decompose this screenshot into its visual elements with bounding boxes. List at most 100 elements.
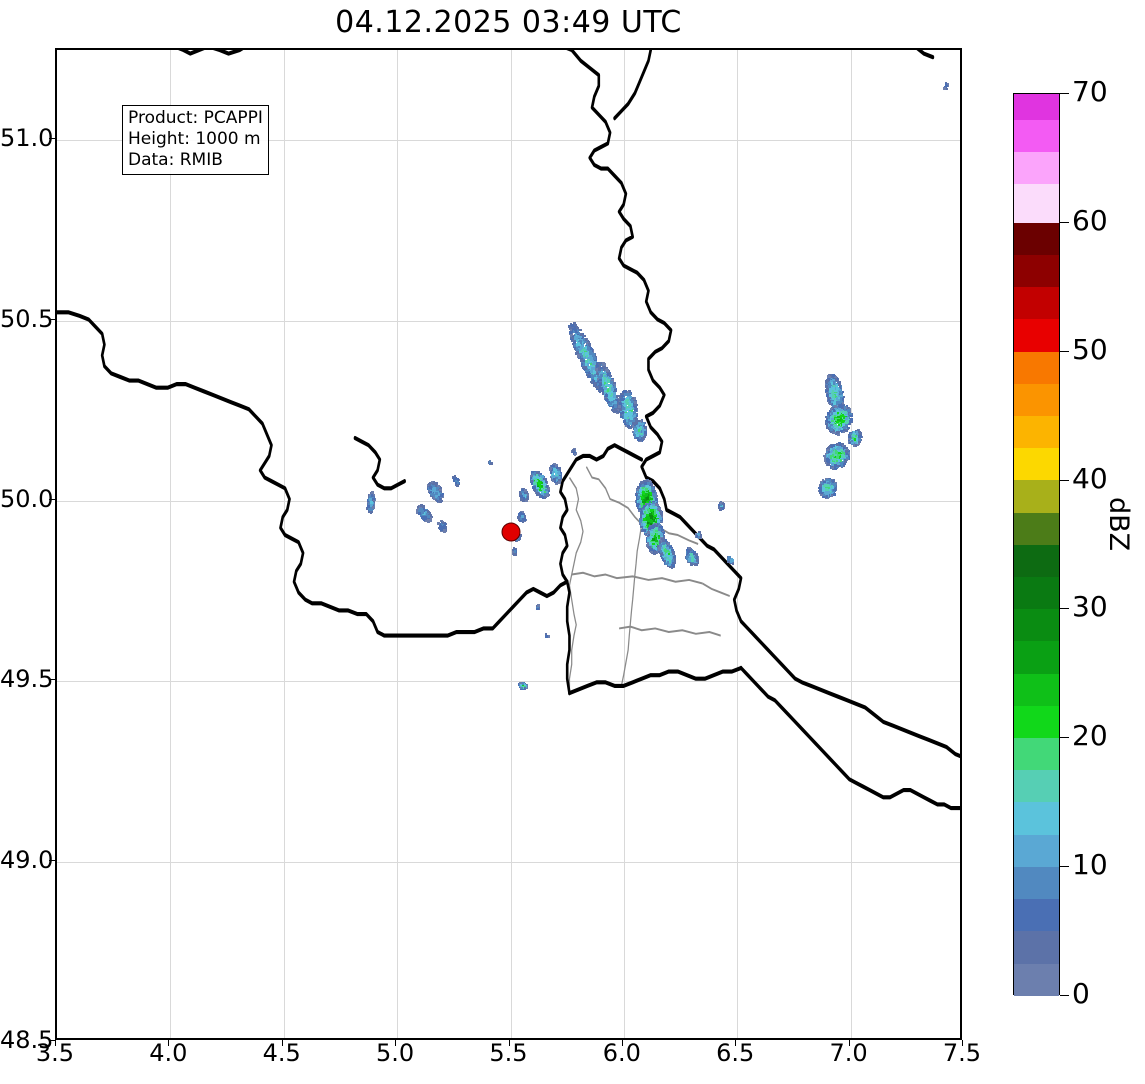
radar-echo-pixel bbox=[598, 370, 601, 374]
radar-map-plot[interactable]: Product: PCAPPI Height: 1000 m Data: RMI… bbox=[55, 48, 962, 1040]
radar-echo-pixel bbox=[576, 329, 580, 333]
radar-echo-pixel bbox=[604, 386, 607, 390]
radar-echo-pixel bbox=[831, 387, 835, 390]
radar-echo-pixel bbox=[602, 373, 605, 376]
radar-echo-pixel bbox=[626, 424, 630, 428]
radar-echo-pixel bbox=[575, 347, 579, 350]
radar-echo-pixel bbox=[631, 396, 634, 400]
radar-echo-pixel bbox=[621, 394, 624, 398]
radar-echo-pixel bbox=[578, 333, 582, 336]
radar-echo-pixel bbox=[593, 357, 596, 361]
radar-echo-pixel bbox=[843, 405, 846, 409]
radar-echo-pixel bbox=[590, 373, 593, 377]
radar-echo-pixel bbox=[686, 555, 690, 558]
radar-echo-pixel bbox=[623, 399, 627, 403]
gridline-horizontal bbox=[57, 681, 960, 683]
radar-echo-pixel bbox=[643, 429, 647, 432]
radar-echo-pixel bbox=[628, 409, 632, 413]
radar-echo-pixel bbox=[827, 454, 831, 458]
radar-echo-pixel bbox=[638, 420, 641, 423]
radar-echo-pixel bbox=[595, 386, 599, 389]
radar-echo-pixel bbox=[584, 366, 587, 369]
radar-echo-pixel bbox=[842, 416, 846, 420]
radar-echo-pixel bbox=[603, 366, 606, 369]
radar-echo-pixel bbox=[640, 432, 643, 436]
radar-echo-pixel bbox=[624, 416, 627, 419]
radar-echo-pixel bbox=[633, 397, 636, 400]
radar-echo-pixel bbox=[587, 351, 590, 355]
radar-echo-pixel bbox=[609, 402, 613, 405]
radar-echo-pixel bbox=[624, 412, 627, 416]
radar-echo-pixel bbox=[588, 371, 592, 374]
radar-echo-pixel bbox=[832, 458, 836, 462]
radar-echo-pixel bbox=[641, 422, 644, 426]
radar-echo-pixel bbox=[614, 405, 617, 408]
radar-echo-pixel bbox=[602, 374, 605, 377]
radar-echo-pixel bbox=[644, 433, 647, 437]
radar-echo-pixel bbox=[583, 356, 587, 359]
radar-echo-pixel bbox=[534, 477, 537, 481]
radar-echo-pixel bbox=[574, 335, 577, 339]
radar-echo-pixel bbox=[638, 421, 641, 425]
radar-echo-pixel bbox=[650, 509, 653, 512]
radar-echo-pixel bbox=[579, 328, 582, 332]
radar-echo-pixel bbox=[594, 377, 598, 381]
gridline-horizontal bbox=[57, 861, 960, 863]
radar-echo-pixel bbox=[585, 360, 588, 363]
radar-echo-pixel bbox=[626, 393, 629, 396]
radar-echo-pixel bbox=[836, 431, 839, 434]
radar-echo-pixel bbox=[569, 331, 573, 334]
radar-echo-pixel bbox=[576, 348, 579, 352]
radar-echo-pixel bbox=[643, 430, 647, 434]
radar-echo-pixel bbox=[580, 336, 584, 339]
radar-echo-pixel bbox=[635, 414, 638, 418]
radar-echo-pixel bbox=[545, 490, 549, 494]
radar-echo-pixel bbox=[672, 564, 676, 567]
radar-echo-pixel bbox=[600, 387, 603, 390]
radar-echo-pixel bbox=[591, 376, 595, 380]
radar-echo-pixel bbox=[598, 389, 601, 392]
radar-echo-pixel bbox=[589, 362, 593, 366]
radar-echo-pixel bbox=[599, 382, 603, 386]
radar-echo-pixel bbox=[634, 405, 638, 409]
radar-echo-pixel bbox=[631, 415, 635, 418]
radar-echo-pixel bbox=[584, 338, 588, 341]
radar-echo-pixel bbox=[605, 381, 608, 385]
radar-echo-pixel bbox=[834, 451, 838, 454]
gridline-vertical bbox=[623, 50, 625, 1038]
radar-echo-pixel bbox=[579, 353, 582, 357]
radar-echo-pixel bbox=[652, 503, 655, 507]
radar-echo-pixel bbox=[641, 436, 644, 440]
radar-echo-pixel bbox=[613, 383, 617, 387]
radar-echo-pixel bbox=[598, 362, 601, 366]
radar-echo-pixel bbox=[622, 414, 626, 418]
radar-echo-pixel bbox=[597, 374, 600, 378]
radar-echo-pixel bbox=[659, 544, 663, 547]
radar-echo-pixel bbox=[827, 484, 831, 488]
radar-echo-pixel bbox=[605, 393, 608, 397]
radar-echo-pixel bbox=[833, 464, 837, 467]
radar-echo-pixel bbox=[666, 549, 669, 553]
radar-echo-pixel bbox=[601, 382, 604, 385]
radar-echo-pixel bbox=[825, 478, 829, 482]
radar-echo-pixel bbox=[582, 367, 586, 371]
radar-echo-pixel bbox=[629, 395, 632, 399]
radar-echo-pixel bbox=[658, 516, 662, 520]
radar-echo-pixel bbox=[572, 327, 575, 331]
radar-echo-pixel bbox=[619, 400, 623, 403]
radar-echo-pixel bbox=[654, 498, 658, 501]
radar-echo-pixel bbox=[828, 390, 832, 393]
radar-echo-pixel bbox=[830, 428, 833, 431]
radar-echo-pixel bbox=[819, 484, 823, 487]
radar-echo-pixel bbox=[573, 322, 576, 325]
radar-echo-pixel bbox=[579, 350, 582, 353]
radar-echo-pixel bbox=[587, 373, 590, 376]
radar-echo-pixel bbox=[627, 413, 630, 416]
radar-echo-pixel bbox=[606, 391, 609, 394]
radar-echo-pixel bbox=[648, 495, 651, 499]
radar-echo-pixel bbox=[841, 442, 844, 446]
radar-echo-pixel bbox=[633, 414, 637, 417]
radar-echo-pixel bbox=[584, 351, 587, 355]
radar-echo-pixel bbox=[632, 425, 635, 428]
radar-echo-pixel bbox=[616, 398, 619, 402]
